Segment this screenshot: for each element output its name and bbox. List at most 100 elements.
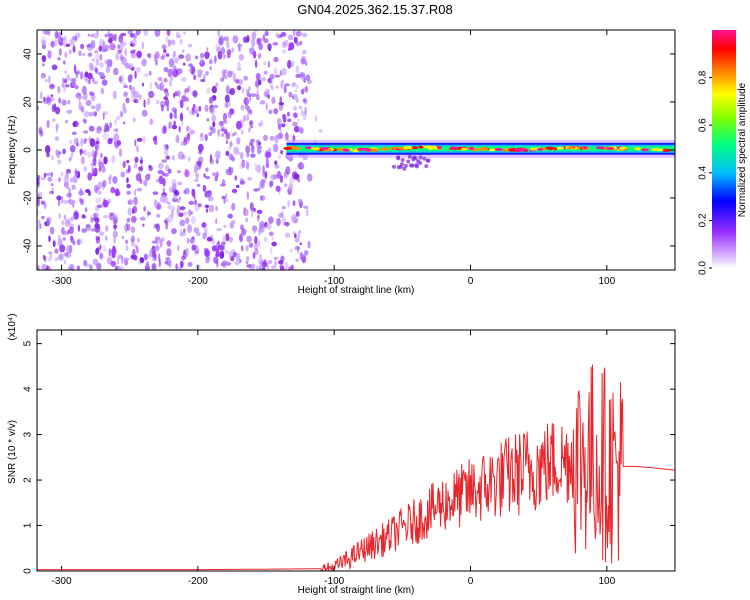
- noise-cell: [181, 77, 187, 82]
- noise-cell: [113, 128, 119, 132]
- noise-cell: [227, 111, 232, 119]
- noise-cell: [38, 219, 41, 229]
- noise-cell: [112, 176, 118, 184]
- noise-cell: [217, 30, 220, 37]
- noise-cell: [134, 139, 137, 147]
- noise-cell: [194, 55, 199, 60]
- snr-ytick-label: 5: [23, 340, 34, 346]
- noise-cell: [83, 110, 90, 118]
- noise-cell: [91, 228, 96, 232]
- noise-cell: [99, 38, 105, 48]
- noise-cell: [196, 183, 201, 187]
- noise-cell: [276, 218, 281, 226]
- noise-cell: [122, 160, 126, 169]
- noise-cell: [253, 229, 256, 234]
- noise-cell: [291, 214, 297, 222]
- noise-cell: [87, 33, 90, 37]
- noise-cell: [216, 150, 221, 156]
- noise-cell: [184, 168, 189, 178]
- noise-cell: [273, 67, 278, 76]
- noise-cell: [73, 138, 76, 145]
- noise-cell: [94, 184, 99, 194]
- noise-cell: [148, 165, 153, 172]
- noise-cell: [183, 31, 186, 35]
- noise-cell: [98, 161, 105, 168]
- noise-cell: [259, 262, 263, 270]
- noise-cell: [263, 259, 267, 265]
- noise-cell: [133, 98, 137, 104]
- noise-cell: [231, 188, 238, 194]
- noise-cell: [185, 53, 191, 62]
- signal-tail: [418, 155, 423, 160]
- colorbar: 0.0 0.2 0.4 0.6 0.8 Normalized spectral ampl…: [698, 30, 748, 275]
- noise-cell: [68, 158, 71, 162]
- noise-cell: [254, 30, 258, 33]
- noise-cell: [288, 183, 294, 192]
- noise-cell: [102, 199, 109, 208]
- noise-cell: [295, 83, 299, 90]
- noise-cell: [95, 247, 100, 255]
- noise-cell: [318, 129, 323, 133]
- noise-cell: [37, 191, 43, 199]
- noise-cell: [61, 227, 65, 235]
- noise-cell: [221, 179, 226, 185]
- noise-cell: [292, 121, 298, 127]
- noise-cell: [61, 99, 67, 106]
- noise-cell: [122, 102, 126, 111]
- noise-cell: [162, 187, 166, 194]
- noise-cell: [204, 204, 210, 208]
- noise-cell: [56, 195, 62, 201]
- noise-cell: [134, 156, 139, 163]
- noise-cell: [187, 261, 193, 267]
- noise-cell: [127, 164, 131, 173]
- noise-cell: [190, 65, 196, 75]
- noise-cell: [284, 39, 289, 47]
- signal-peak: [431, 146, 439, 150]
- noise-cell: [117, 254, 123, 259]
- noise-cell: [188, 43, 193, 48]
- noise-cell: [171, 124, 178, 130]
- noise-cell: [293, 105, 297, 111]
- noise-cell: [40, 177, 46, 181]
- noise-cell: [163, 88, 169, 94]
- noise-cell: [238, 79, 243, 85]
- noise-cell: [270, 174, 276, 181]
- noise-cell: [141, 41, 144, 50]
- noise-cell: [126, 190, 131, 195]
- noise-cell: [179, 112, 184, 122]
- noise-cell: [68, 49, 72, 55]
- noise-cell: [129, 43, 136, 47]
- noise-cell: [263, 61, 267, 66]
- noise-cell: [142, 223, 145, 227]
- noise-cell: [43, 172, 47, 178]
- noise-cell: [63, 199, 69, 204]
- snr-series-line: [37, 364, 675, 571]
- signal-tail: [400, 158, 405, 162]
- noise-cell: [269, 77, 273, 84]
- noise-cell: [287, 118, 292, 123]
- noise-cell: [126, 177, 129, 184]
- noise-cell: [237, 151, 240, 156]
- noise-cell: [101, 79, 108, 86]
- noise-cell: [124, 62, 130, 69]
- noise-cell: [267, 43, 272, 51]
- noise-cell: [171, 155, 175, 161]
- noise-cell: [135, 173, 142, 182]
- figure-title: GN04.2025.362.15.37.R08: [297, 2, 452, 17]
- noise-cell: [294, 167, 298, 171]
- noise-cell: [221, 46, 225, 55]
- noise-cell: [54, 248, 59, 254]
- noise-cell: [250, 263, 256, 270]
- noise-cell: [58, 253, 64, 261]
- noise-cell: [108, 248, 112, 257]
- noise-cell: [133, 196, 138, 206]
- noise-cell: [215, 243, 219, 247]
- noise-cell: [83, 119, 87, 124]
- signal-tail: [407, 154, 412, 159]
- noise-cell: [205, 133, 208, 142]
- colorbar-tick-label: 0.8: [698, 70, 709, 84]
- signal-peak: [408, 146, 413, 150]
- noise-cell: [265, 163, 270, 168]
- noise-cell: [188, 63, 193, 68]
- noise-cell: [277, 132, 283, 140]
